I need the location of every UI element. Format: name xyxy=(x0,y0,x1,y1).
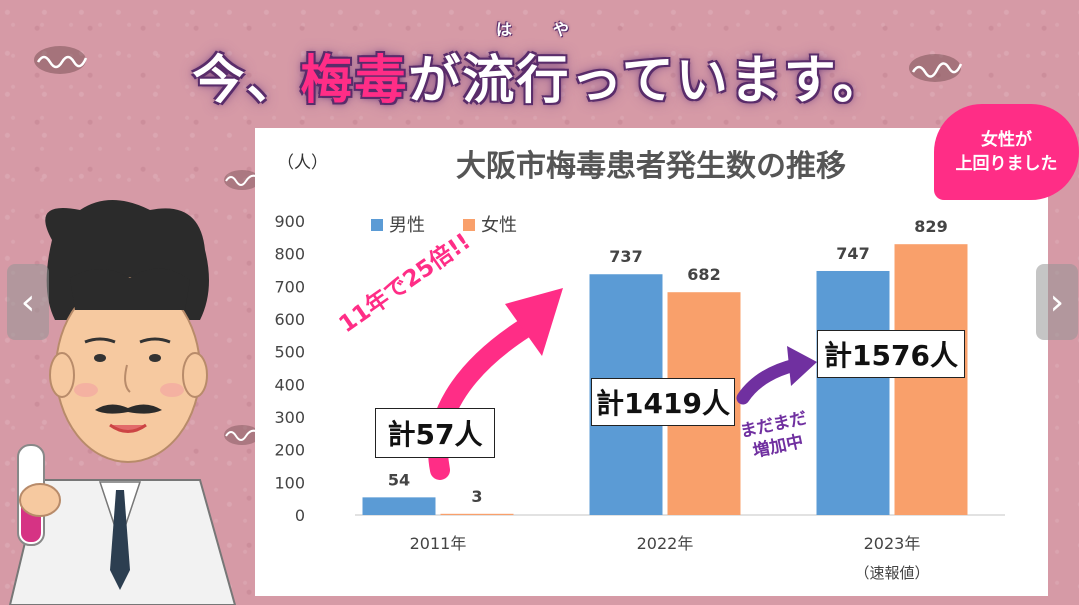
chart-title: 大阪市梅毒患者発生数の推移 xyxy=(456,149,846,184)
x-tick-note: （速報値） xyxy=(854,564,929,582)
y-tick-label: 500 xyxy=(274,343,305,362)
total-2023-box: 計1576人 xyxy=(817,330,965,378)
legend-swatch-female xyxy=(463,219,475,231)
total-2011-box: 計57人 xyxy=(375,408,495,458)
y-tick-label: 600 xyxy=(274,310,305,329)
x-axis-labels: 2011年 2022年 2023年 （速報値） xyxy=(410,534,930,582)
furigana-ha: は xyxy=(496,20,513,39)
callout-line2: 上回りました xyxy=(955,154,1058,174)
chart-panel: （人） 大阪市梅毒患者発生数の推移 男性 女性 0 100 200 300 400 500… xyxy=(255,128,1048,596)
y-tick-label: 900 xyxy=(274,212,305,231)
y-tick-label: 800 xyxy=(274,245,305,264)
headline-part3: が流行っています。 xyxy=(408,51,887,111)
x-tick-label: 2011年 xyxy=(410,534,467,553)
y-tick-label: 0 xyxy=(295,506,305,525)
germ-icon xyxy=(909,54,963,82)
legend-label-female: 女性 xyxy=(481,215,517,236)
bar-value-label: 747 xyxy=(836,244,869,263)
bar-value-label: 3 xyxy=(471,487,482,506)
page-headline: 今、梅毒が流行っています。 xyxy=(0,38,1079,113)
y-axis-ticks: 0 100 200 300 400 500 600 700 800 900 xyxy=(274,212,305,525)
x-tick-label: 2022年 xyxy=(637,534,694,553)
bar-value-label: 737 xyxy=(609,247,642,266)
y-tick-label: 300 xyxy=(274,408,305,427)
bar-female xyxy=(894,244,968,515)
y-tick-label: 400 xyxy=(274,375,305,394)
headline-keyword: 梅毒 xyxy=(300,51,409,111)
legend-swatch-male xyxy=(371,219,383,231)
germ-icon xyxy=(224,170,260,190)
furigana-ya: や xyxy=(553,20,570,39)
callout-bubble: 女性が 上回りました xyxy=(934,104,1079,200)
bar-male xyxy=(362,497,436,515)
legend-label-male: 男性 xyxy=(389,215,425,236)
bar-value-label: 682 xyxy=(687,265,720,284)
bar-chart: （人） 大阪市梅毒患者発生数の推移 男性 女性 0 100 200 300 400 500… xyxy=(274,149,1005,582)
bar-value-label: 829 xyxy=(914,217,947,236)
y-axis-label: （人） xyxy=(277,153,328,173)
bar-male xyxy=(816,270,890,515)
total-2022-box: 計1419人 xyxy=(591,378,735,426)
legend: 男性 女性 xyxy=(371,215,517,236)
headline-part1: 今、 xyxy=(192,51,301,111)
callout-line1: 女性が xyxy=(981,130,1032,150)
germ-icon xyxy=(34,46,88,74)
bar-value-label: 54 xyxy=(388,470,410,489)
prev-slide-button[interactable]: ‹ xyxy=(7,264,49,340)
bar-female xyxy=(440,513,514,515)
germ-icon xyxy=(224,425,260,445)
doctor-illustration xyxy=(8,200,237,605)
increase-arrow-icon xyxy=(736,346,817,405)
y-tick-label: 100 xyxy=(274,473,305,492)
y-tick-label: 200 xyxy=(274,441,305,460)
x-tick-label: 2023年 xyxy=(864,534,921,553)
y-tick-label: 700 xyxy=(274,277,305,296)
next-slide-button[interactable]: › xyxy=(1036,264,1078,340)
